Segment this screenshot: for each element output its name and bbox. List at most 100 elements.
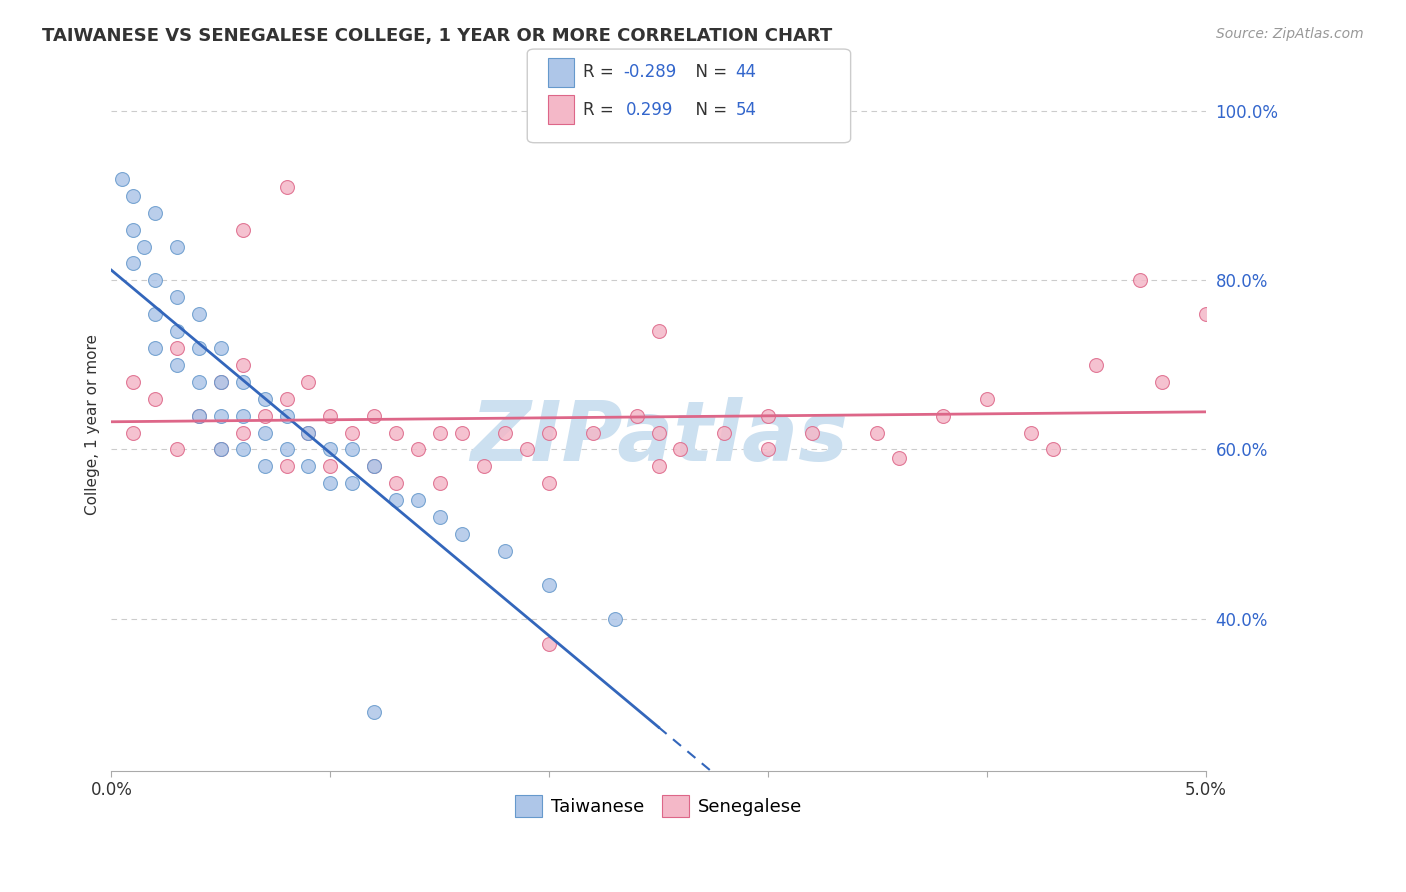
Point [538,425,561,440]
Point [209,409,232,423]
Text: 0.299: 0.299 [626,101,673,119]
Point [603,611,626,625]
Point [319,442,342,457]
Point [1042,442,1064,457]
Point [232,222,254,236]
Point [276,442,298,457]
Point [276,180,298,194]
Point [134,239,156,253]
Point [713,425,735,440]
Point [866,425,889,440]
Point [122,189,145,203]
Point [166,358,188,372]
Point [976,392,998,406]
Point [340,442,363,457]
Text: 54: 54 [735,101,756,119]
Point [340,425,363,440]
Point [363,459,385,474]
Point [450,425,472,440]
Point [209,341,232,355]
Point [276,392,298,406]
Point [647,324,669,338]
Point [516,442,538,457]
Point [626,409,648,423]
Point [253,425,276,440]
Point [406,493,429,508]
Point [166,239,188,253]
Point [297,425,319,440]
Point [538,476,561,491]
Point [1085,358,1108,372]
Point [209,375,232,389]
Point [472,459,495,474]
Legend: Taiwanese, Senegalese: Taiwanese, Senegalese [508,788,810,824]
Point [800,425,823,440]
Point [143,307,166,321]
Point [122,375,145,389]
Point [166,442,188,457]
Text: TAIWANESE VS SENEGALESE COLLEGE, 1 YEAR OR MORE CORRELATION CHART: TAIWANESE VS SENEGALESE COLLEGE, 1 YEAR … [42,27,832,45]
Point [166,324,188,338]
Point [111,172,134,186]
Point [756,442,779,457]
Point [209,442,232,457]
Point [166,341,188,355]
Point [385,425,408,440]
Point [253,392,276,406]
Point [209,375,232,389]
Point [1150,375,1173,389]
Point [297,375,319,389]
Point [669,442,692,457]
Point [756,409,779,423]
Point [166,290,188,304]
Text: Source: ZipAtlas.com: Source: ZipAtlas.com [1216,27,1364,41]
Text: N =: N = [685,63,733,81]
Point [406,442,429,457]
Point [363,705,385,719]
Point [363,459,385,474]
Point [297,459,319,474]
Point [253,409,276,423]
Point [450,527,472,541]
Point [494,425,516,440]
Point [276,409,298,423]
Point [538,577,561,591]
Point [188,409,211,423]
Point [188,341,211,355]
Point [319,459,342,474]
Point [297,425,319,440]
Point [582,425,605,440]
Point [143,392,166,406]
Point [209,442,232,457]
Point [429,510,451,524]
Point [647,459,669,474]
Point [232,409,254,423]
Point [232,425,254,440]
Point [494,544,516,558]
Point [932,409,955,423]
Point [276,459,298,474]
Point [188,375,211,389]
Point [232,358,254,372]
Text: R =: R = [583,63,620,81]
Point [1019,425,1042,440]
Y-axis label: College, 1 year or more: College, 1 year or more [86,334,100,515]
Point [122,425,145,440]
Point [340,476,363,491]
Point [143,341,166,355]
Text: -0.289: -0.289 [623,63,676,81]
Point [363,409,385,423]
Point [188,409,211,423]
Point [232,375,254,389]
Point [538,637,561,651]
Point [385,476,408,491]
Text: R =: R = [583,101,624,119]
Point [1195,307,1218,321]
Point [429,425,451,440]
Point [319,409,342,423]
Point [143,273,166,287]
Point [429,476,451,491]
Point [232,442,254,457]
Point [122,222,145,236]
Point [143,205,166,219]
